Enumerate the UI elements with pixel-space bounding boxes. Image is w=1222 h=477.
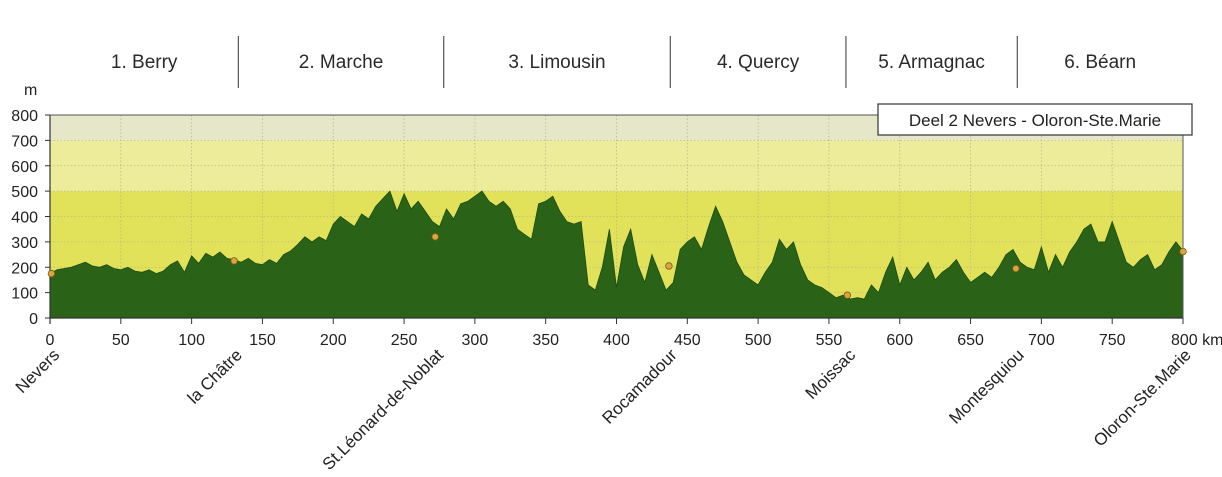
place-label: Oloron-Ste.Marie (1090, 345, 1195, 450)
region-label: 2. Marche (299, 52, 383, 73)
x-tick-label: 400 (603, 332, 630, 349)
region-header: 1. Berry 2. Marche 3. Limousin 4. Quercy 5. … (111, 36, 1136, 88)
place-marker (665, 262, 673, 270)
x-tick-label: 350 (532, 332, 559, 349)
y-tick-labels: 0 100 200 300 400 500 600 700 800 (11, 108, 38, 328)
place-label: Rocamadour (598, 345, 680, 427)
region-label: 4. Quercy (717, 52, 800, 73)
y-tick-label: 100 (11, 286, 38, 303)
region-label: 6. Béarn (1064, 52, 1136, 73)
x-tick-label: 0 (46, 332, 55, 349)
y-axis-unit-label: m (24, 82, 37, 99)
place-marker (1012, 264, 1020, 273)
place-marker (1179, 247, 1187, 256)
place-label: Nevers (12, 345, 64, 397)
x-tick-label: 200 (320, 332, 347, 349)
x-tick-label: 50 (112, 332, 130, 349)
y-tick-label: 300 (11, 235, 38, 252)
x-tick-label: 100 (178, 332, 205, 349)
x-tick-labels: 0 50 100 150 200 250 300 350 400 450 500 550 600 650 7… (46, 332, 1222, 349)
place-marker (431, 233, 439, 241)
x-tick-label: 750 (1099, 332, 1126, 349)
chart-title: Deel 2 Nevers - Oloron-Ste.Marie (909, 111, 1161, 130)
x-tick-label: 700 (1028, 332, 1055, 349)
y-tick-label: 700 (11, 133, 38, 150)
y-tick-label: 500 (11, 184, 38, 201)
region-label: 3. Limousin (508, 52, 605, 73)
place-marker (47, 269, 56, 278)
region-label: 1. Berry (111, 52, 178, 73)
chart-title-box: Deel 2 Nevers - Oloron-Ste.Marie (877, 103, 1193, 136)
x-tick-label: 250 (391, 332, 418, 349)
y-tick-label: 800 (11, 108, 38, 125)
x-tick-label: 550 (816, 332, 843, 349)
x-tick-label: 600 (886, 332, 913, 349)
y-tick-label: 600 (11, 159, 38, 176)
x-tick-label: 500 (745, 332, 772, 349)
place-label: Montesquiou (945, 345, 1027, 427)
x-tick-label: 800 km (1171, 332, 1222, 349)
x-tick-label: 150 (249, 332, 276, 349)
place-marker (230, 257, 238, 265)
y-tick-label: 0 (29, 311, 38, 328)
y-tick-label: 400 (11, 210, 38, 227)
place-label: la Châtre (184, 345, 246, 407)
x-tick-label: 650 (957, 332, 984, 349)
region-label: 5. Armagnac (878, 52, 985, 73)
chart-title-frame (877, 103, 1193, 136)
x-tick-label: 300 (462, 332, 489, 349)
place-marker (843, 291, 852, 299)
place-label: St.Léonard-de-Noblat (319, 345, 448, 474)
y-tick-label: 200 (11, 260, 38, 277)
place-label: Moissac (802, 345, 860, 403)
x-tick-label: 450 (674, 332, 701, 349)
